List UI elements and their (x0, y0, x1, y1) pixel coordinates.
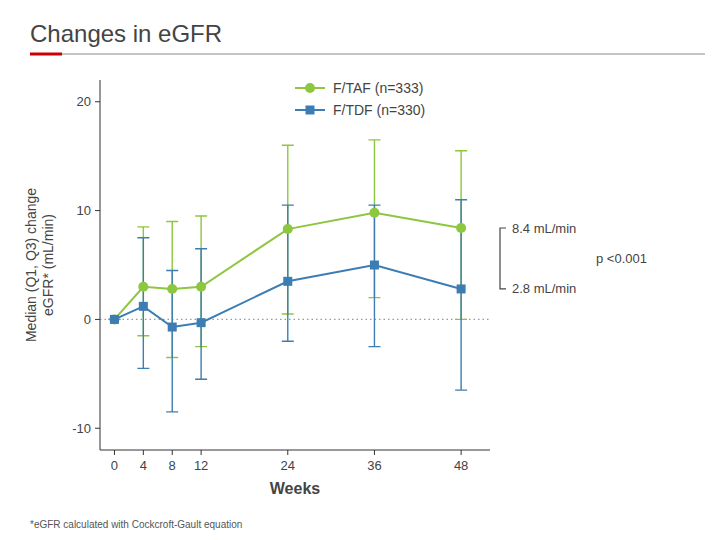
error-bar (368, 205, 380, 346)
error-bar (455, 200, 467, 390)
x-tick-label: 24 (281, 458, 295, 473)
x-tick-label: 4 (140, 458, 147, 473)
x-tick (461, 450, 462, 455)
title: Changes in eGFR (30, 20, 222, 47)
error-bar (137, 238, 149, 369)
y-tick (95, 319, 100, 320)
end-label: 8.4 mL/min (512, 221, 576, 236)
y-tick-label: -10 (72, 421, 91, 436)
point (168, 323, 177, 332)
y-tick (95, 101, 100, 102)
point (196, 282, 206, 292)
footnote: *eGFR calculated with Cockcroft-Gault eq… (30, 519, 242, 530)
point (283, 224, 293, 234)
x-tick-label: 0 (111, 458, 118, 473)
plot-area (100, 140, 490, 412)
point (110, 315, 119, 324)
x-tick (114, 450, 115, 455)
x-tick-label: 48 (454, 458, 468, 473)
x-tick (374, 450, 375, 455)
legend-label: F/TDF (n=330) (333, 102, 425, 118)
legend-item: F/TDF (n=330) (295, 102, 425, 118)
x-tick-label: 8 (169, 458, 176, 473)
error-bar (282, 205, 294, 341)
y-label-line: eGFR* (mL/min) (40, 214, 56, 316)
legend-label: F/TAF (n=333) (333, 80, 423, 96)
y-tick-label: 0 (84, 312, 91, 327)
point (167, 284, 177, 294)
y-label-line: Median (Q1, Q3) change (23, 188, 39, 342)
zero-line (100, 319, 490, 320)
y-tick (95, 210, 100, 211)
point (138, 282, 148, 292)
header-rule (62, 54, 705, 55)
series-line (114, 213, 461, 320)
end-label: 2.8 mL/min (512, 281, 576, 296)
point (369, 208, 379, 218)
error-bar (195, 249, 207, 380)
y-axis (100, 80, 101, 450)
y-label: Median (Q1, Q3) changeeGFR* (mL/min) (23, 188, 56, 342)
x-tick-label: 36 (367, 458, 381, 473)
legend-marker (305, 83, 315, 93)
point (457, 284, 466, 293)
x-tick (287, 450, 288, 455)
point (109, 314, 119, 324)
legend-item: F/TAF (n=333) (295, 80, 423, 96)
point (197, 318, 206, 327)
chart: Changes in eGFR04812243648-1001020WeeksM… (0, 0, 720, 540)
x-tick (172, 450, 173, 455)
y-tick (95, 428, 100, 429)
point (370, 261, 379, 270)
p-value: p <0.001 (596, 251, 647, 266)
legend-marker (306, 106, 315, 115)
error-bar (166, 270, 178, 411)
bracket (500, 228, 506, 289)
x-tick (143, 450, 144, 455)
x-tick-label: 12 (194, 458, 208, 473)
x-tick (201, 450, 202, 455)
point (456, 223, 466, 233)
point (283, 277, 292, 286)
header-accent (30, 53, 62, 56)
y-tick-label: 20 (77, 94, 91, 109)
series-line (114, 265, 461, 327)
y-tick-label: 10 (77, 203, 91, 218)
x-axis (100, 450, 490, 451)
x-label: Weeks (270, 480, 321, 497)
point (139, 302, 148, 311)
